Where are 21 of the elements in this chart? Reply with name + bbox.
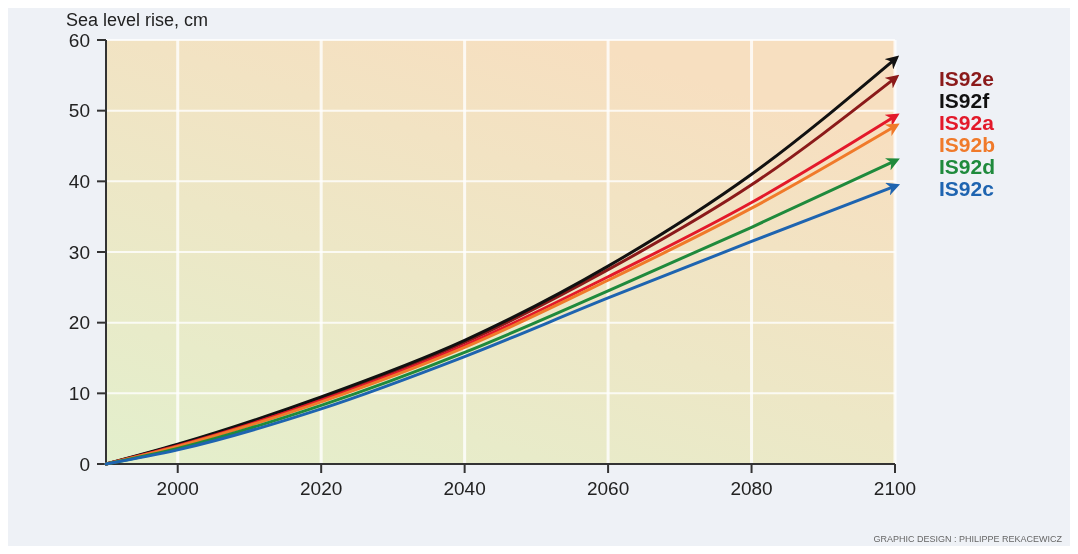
x-tick-label: 2060 [586,478,630,499]
x-tick-label: 2020 [300,478,343,499]
y-tick-label: 20 [68,312,90,334]
y-tick-label: 30 [68,241,90,263]
y-tick-label: 40 [68,170,90,192]
x-tick-label: 2100 [873,478,917,499]
text: IS92d [939,154,996,178]
x-tick-label: 2040 [443,478,486,499]
text: GRAPHIC DESIGN : PHILIPPE REKACEWICZ [873,534,1063,544]
text: IS92c [939,176,995,200]
y-tick-label: 50 [68,100,90,122]
y-tick-label: 10 [68,382,90,404]
text: IS92a [939,110,995,134]
text: IS92b [939,132,996,156]
text: IS92e [939,66,994,90]
y-axis-title: Sea level rise, cm [66,10,209,30]
y-tick-label: 0 [79,453,90,475]
y-tick-label: 60 [68,29,90,51]
x-tick-label: 2080 [730,478,773,499]
text: IS92f [939,88,991,112]
x-tick-label: 2000 [156,478,199,499]
